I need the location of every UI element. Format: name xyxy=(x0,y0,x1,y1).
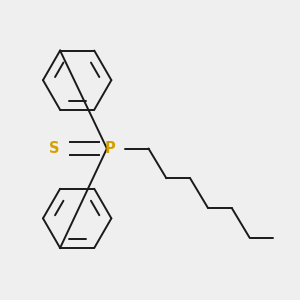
Text: P: P xyxy=(105,141,116,156)
Text: S: S xyxy=(49,141,59,156)
